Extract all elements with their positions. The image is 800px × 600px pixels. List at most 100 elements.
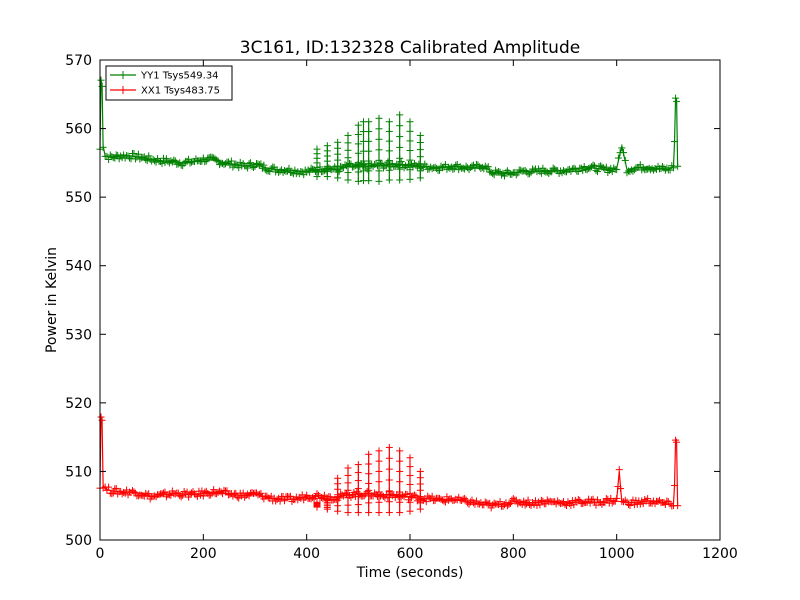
spike-point (365, 489, 373, 497)
spike-point (354, 149, 362, 157)
spike-point (396, 176, 404, 184)
data-point (267, 165, 275, 173)
data-point (478, 163, 486, 171)
spike-point (385, 476, 393, 484)
data-point (281, 497, 289, 505)
data-point (155, 491, 163, 499)
data-point (201, 158, 209, 166)
spike-point (385, 127, 393, 135)
data-point (137, 154, 145, 162)
data-point (224, 158, 232, 166)
data-point (509, 495, 517, 503)
data-point (283, 167, 291, 175)
y-tick-label: 550 (65, 190, 92, 206)
chart-title: 3C161, ID:132328 Calibrated Amplitude (240, 38, 580, 58)
data-point (244, 490, 252, 498)
data-point (636, 500, 644, 508)
data-point (402, 162, 410, 170)
spike-point (416, 505, 424, 513)
data-point (192, 491, 200, 499)
spike-point (385, 509, 393, 517)
data-point (247, 159, 255, 167)
data-point (580, 163, 588, 171)
data-point (495, 167, 503, 175)
data-point (412, 161, 420, 169)
data-point (264, 494, 272, 502)
spike-point (396, 488, 404, 496)
data-point (244, 164, 252, 172)
spike-point (354, 493, 362, 501)
data-point (145, 490, 153, 498)
spike-point (385, 157, 393, 165)
spike-point (323, 495, 331, 503)
spike-point (313, 145, 321, 153)
data-point (306, 168, 314, 176)
data-point (632, 164, 640, 172)
data-point (431, 163, 439, 171)
data-point (297, 494, 305, 502)
spike-point (334, 168, 342, 176)
data-point (185, 493, 193, 501)
data-point (202, 157, 210, 165)
data-point (210, 486, 218, 494)
spike-point (396, 111, 404, 119)
spike-point (354, 131, 362, 139)
spike-point (375, 114, 383, 122)
data-point (145, 152, 153, 160)
data-point (112, 151, 120, 159)
spike-point (385, 176, 393, 184)
data-point (589, 495, 597, 503)
data-point (615, 466, 623, 474)
axis-ticks: 0 200 400 600 800 1000 1200 500 510 520 530 540 550 5… (65, 53, 738, 562)
plot-area (96, 76, 682, 517)
data-point (410, 491, 418, 499)
spike-point (385, 118, 393, 126)
data-point (574, 168, 582, 176)
spike-point (396, 457, 404, 465)
data-point (560, 167, 568, 175)
spike-point (396, 133, 404, 141)
spike-point (344, 176, 352, 184)
data-point (484, 500, 492, 508)
data-point (574, 495, 582, 503)
spike-point (354, 461, 362, 469)
data-point (130, 149, 138, 157)
spike-point (396, 154, 404, 162)
data-point (227, 157, 235, 165)
data-point (241, 493, 249, 501)
data-point (233, 493, 241, 501)
spike-point (354, 509, 362, 517)
data-point (531, 497, 539, 505)
data-point (261, 166, 269, 174)
spike-point (416, 499, 424, 507)
data-point (393, 160, 401, 168)
spike-point (375, 447, 383, 455)
data-point (164, 157, 172, 165)
data-point (436, 494, 444, 502)
spike-group-1 (313, 443, 424, 517)
data-point (399, 161, 407, 169)
data-point (99, 143, 107, 151)
data-point (452, 161, 460, 169)
data-point (523, 500, 531, 508)
data-point (359, 162, 367, 170)
spike-point (416, 474, 424, 482)
data-point (207, 491, 215, 499)
data-point (343, 490, 351, 498)
data-point (629, 167, 637, 175)
data-point (602, 163, 610, 171)
data-point (312, 167, 320, 175)
spike-point (323, 142, 331, 150)
data-point (471, 164, 479, 172)
x-axis-label: Time (seconds) (356, 565, 464, 581)
spike-point (416, 467, 424, 475)
spike-point (354, 159, 362, 167)
data-point (257, 489, 265, 497)
legend-marker (119, 71, 127, 79)
spike-point (406, 489, 414, 497)
spike-point (406, 166, 414, 174)
spike-point (365, 167, 373, 175)
data-point (521, 501, 529, 509)
data-point (285, 493, 293, 501)
